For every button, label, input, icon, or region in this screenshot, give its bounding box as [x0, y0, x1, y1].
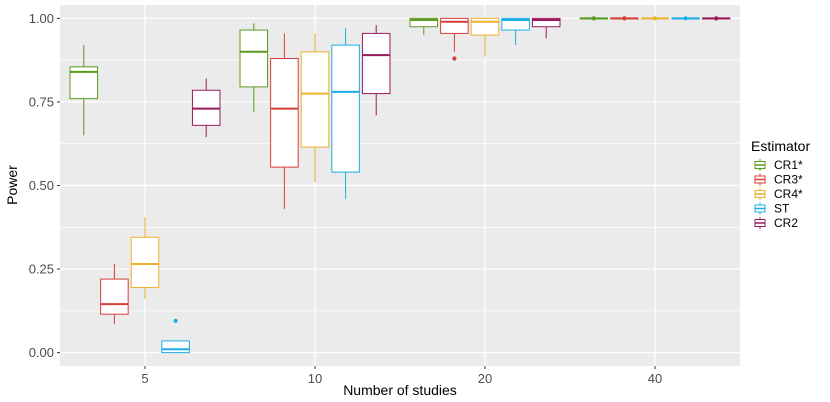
- legend-item-cr1-star: CR1*: [754, 158, 803, 172]
- box-cr4-star-5: [130, 217, 160, 300]
- box-cr1-star-20: [409, 17, 439, 36]
- legend-label: CR1*: [774, 158, 803, 172]
- x-tick-label: 5: [141, 371, 148, 386]
- outlier-point: [452, 56, 457, 61]
- outlier-point: [591, 16, 596, 21]
- legend-label: CR2: [774, 216, 798, 230]
- x-axis: 5 10 20 40: [141, 366, 662, 386]
- outlier-point: [173, 318, 178, 323]
- y-tick-label: 1.00: [29, 11, 54, 26]
- legend-label: ST: [774, 202, 790, 216]
- x-tick-label: 10: [308, 371, 322, 386]
- outlier-point: [683, 16, 688, 21]
- box-cr1-star-10: [239, 23, 269, 112]
- legend-title: Estimator: [751, 138, 810, 154]
- grid-lines: [60, 5, 740, 366]
- y-tick-label: 0.00: [29, 345, 54, 360]
- box-cr4-star-10: [300, 33, 330, 183]
- outlier-point: [622, 16, 627, 21]
- box-iqr: [361, 32, 391, 95]
- box-st-20: [501, 17, 530, 46]
- legend-label: CR3*: [774, 173, 803, 187]
- box-iqr: [331, 44, 360, 173]
- legend-item-cr2: CR2: [754, 216, 798, 230]
- box-cr3-star-5: [100, 264, 129, 325]
- x-axis-title: Number of studies: [343, 382, 457, 398]
- box-cr2-5: [191, 78, 221, 138]
- box-cr2-10: [361, 25, 391, 116]
- legend-item-cr4-star: CR4*: [754, 187, 803, 201]
- y-tick-label: 0.25: [29, 262, 54, 277]
- legend-item-cr3-star: CR3*: [754, 173, 803, 187]
- box-st-10: [331, 28, 360, 199]
- x-tick-label: 20: [478, 371, 492, 386]
- box-iqr: [270, 57, 299, 168]
- box-cr1-star-40: [579, 16, 609, 21]
- box-groups: [69, 16, 731, 354]
- box-cr3-star-40: [610, 16, 639, 21]
- x-tick-label: 40: [648, 371, 662, 386]
- box-iqr: [409, 17, 439, 28]
- box-iqr: [531, 17, 561, 28]
- outlier-point: [652, 16, 658, 21]
- box-st-40: [671, 16, 700, 21]
- outlier-point: [714, 16, 719, 21]
- box-cr1-star-5: [69, 45, 99, 136]
- box-cr3-star-20: [440, 17, 469, 61]
- box-iqr: [300, 51, 330, 148]
- box-cr4-star-40: [640, 16, 670, 21]
- box-st-5: [161, 318, 190, 354]
- y-axis: 0.00 0.25 0.50 0.75 1.00: [29, 11, 60, 360]
- box-iqr: [239, 29, 269, 88]
- box-iqr: [100, 278, 129, 315]
- y-tick-label: 0.75: [29, 94, 54, 109]
- box-cr3-star-10: [270, 33, 299, 209]
- y-axis-title: Power: [4, 165, 20, 205]
- legend-label: CR4*: [774, 187, 803, 201]
- box-iqr: [130, 236, 160, 288]
- y-tick-label: 0.50: [29, 178, 54, 193]
- box-cr4-star-20: [470, 17, 500, 57]
- box-cr2-40: [701, 16, 731, 21]
- box-cr2-20: [531, 17, 561, 39]
- box-iqr: [501, 17, 530, 31]
- box-iqr: [440, 17, 469, 34]
- box-iqr: [161, 340, 190, 354]
- legend-item-st: ST: [754, 202, 790, 216]
